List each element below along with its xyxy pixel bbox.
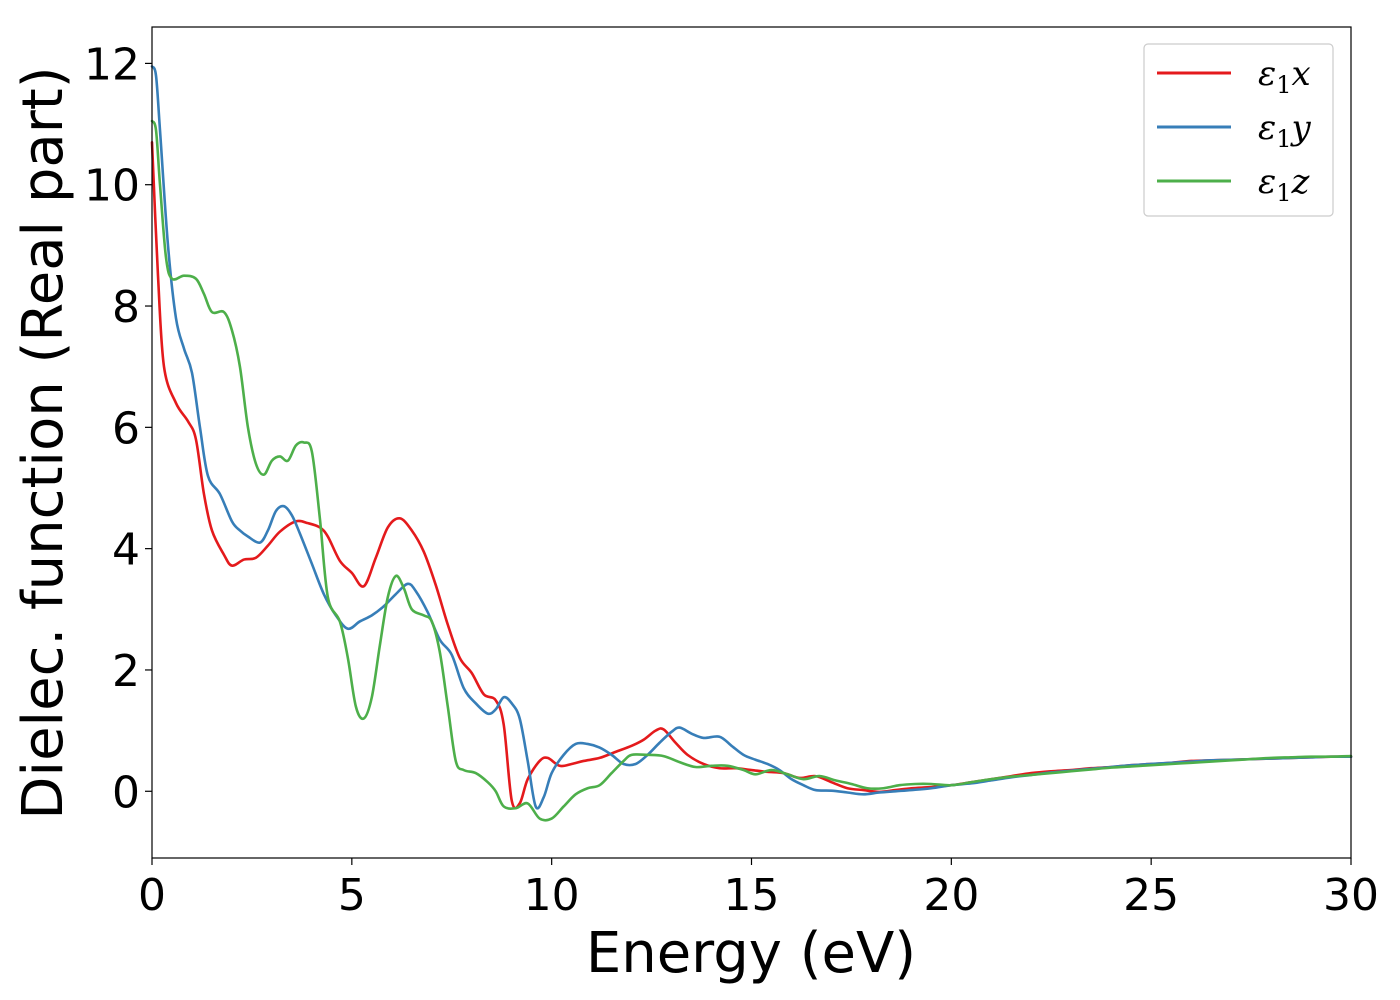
y-tick-label: 12 (84, 39, 140, 90)
legend-label-x: ε1x (1258, 54, 1311, 99)
y-tick-label: 8 (112, 282, 140, 333)
y-tick-label: 2 (112, 646, 140, 697)
legend-box (1143, 43, 1334, 217)
x-tick-label: 20 (923, 870, 979, 921)
y-tick-label: 10 (84, 161, 140, 212)
y-tick-label: 4 (112, 525, 140, 576)
y-tick-label: 0 (112, 767, 140, 818)
y-axis-ticks: 0 2 4 6 8 10 12 (84, 39, 152, 818)
series-line-z (150, 119, 1353, 822)
series-layer (150, 65, 1353, 822)
legend: ε1x ε1y ε1z (1143, 43, 1334, 217)
y-tick-label: 6 (112, 403, 140, 454)
x-tick-label: 25 (1123, 870, 1179, 921)
x-axis-ticks: 0 5 10 15 20 25 30 (138, 858, 1379, 921)
x-tick-label: 15 (724, 870, 780, 921)
legend-label-y: ε1y (1258, 108, 1312, 153)
y-axis-title: Dielec. function (Real part) (11, 66, 76, 819)
x-tick-label: 5 (338, 870, 366, 921)
legend-label-z: ε1z (1258, 162, 1311, 207)
x-tick-label: 30 (1323, 870, 1379, 921)
x-tick-label: 0 (138, 870, 166, 921)
x-axis-title: Energy (eV) (586, 921, 916, 986)
x-tick-label: 10 (524, 870, 580, 921)
